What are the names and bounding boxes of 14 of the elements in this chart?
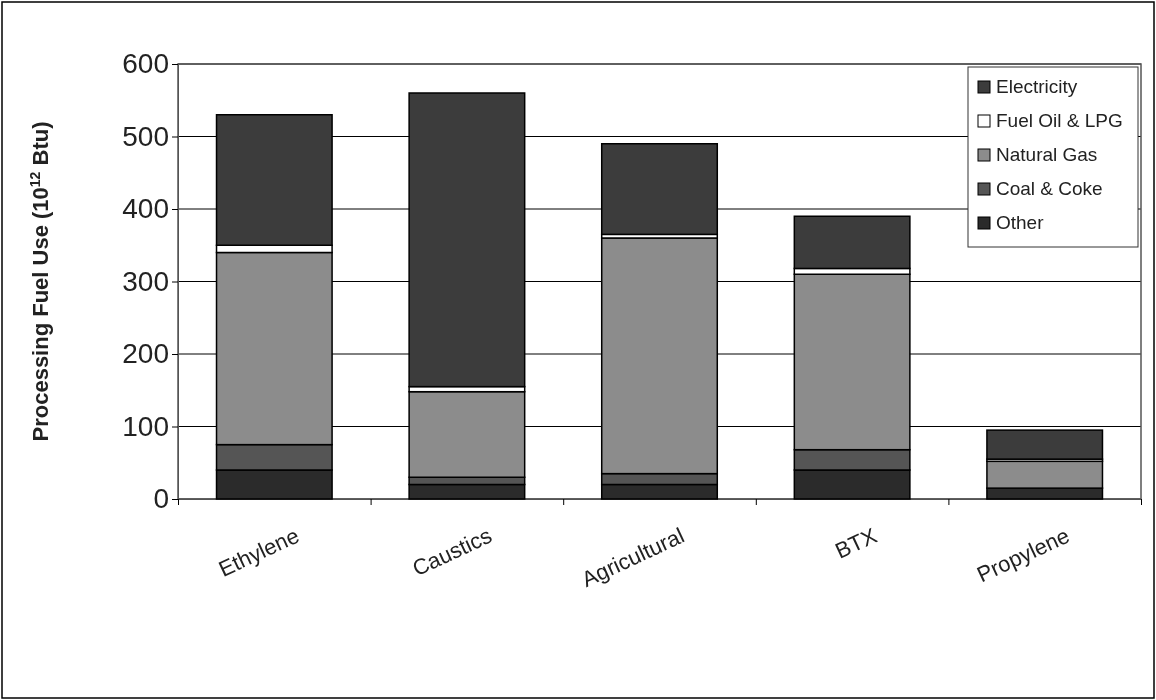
bar xyxy=(986,429,1104,460)
legend-label: Natural Gas xyxy=(996,144,1098,165)
legend-label: Other xyxy=(996,212,1045,233)
y-tick-label: 300 xyxy=(122,265,169,297)
legend-label: Fuel Oil & LPG xyxy=(996,110,1123,131)
legend-label: Coal & Coke xyxy=(996,178,1103,199)
legend-label: Electricity xyxy=(996,76,1078,97)
y-tick-label: 0 xyxy=(153,483,169,515)
y-tick-label: 400 xyxy=(122,193,169,225)
y-tick-label: 200 xyxy=(122,338,169,370)
y-tick-label: 600 xyxy=(122,48,169,80)
x-tick-label: BTX xyxy=(831,522,882,564)
y-tick-label: 500 xyxy=(122,120,169,152)
y-tick-label: 100 xyxy=(122,410,169,442)
